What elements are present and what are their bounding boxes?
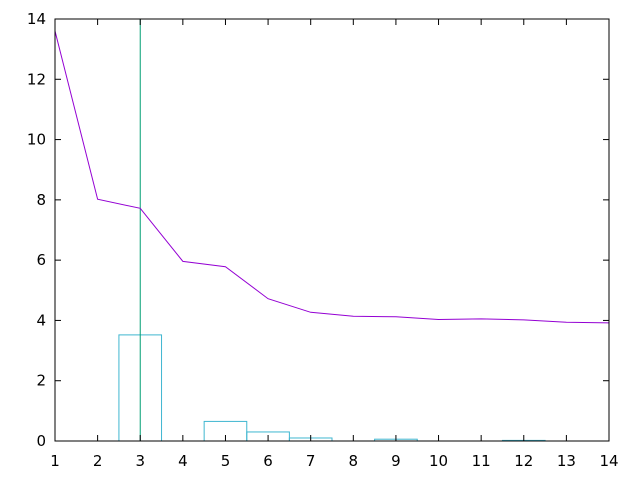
y-tick-label-6: 6 xyxy=(36,251,46,269)
series-line-0 xyxy=(54,30,610,324)
x-tick-label-11: 11 xyxy=(472,452,491,470)
x-tick-label-2: 2 xyxy=(93,452,103,470)
x-tick-label-7: 7 xyxy=(306,452,316,470)
y-tick-label-4: 4 xyxy=(36,311,46,329)
y-tick-label-12: 12 xyxy=(27,70,46,88)
lines-layer xyxy=(54,30,610,324)
x-tick-label-4: 4 xyxy=(178,452,188,470)
y-tick-label-10: 10 xyxy=(27,131,46,149)
x-tick-label-1: 1 xyxy=(50,452,60,470)
y-tick-labels: 0 2 4 6 8 10 12 14 xyxy=(27,10,46,450)
y-tick-label-14: 14 xyxy=(27,10,46,28)
x-tick-label-12: 12 xyxy=(514,452,533,470)
bars-layer xyxy=(118,334,546,442)
x-tick-label-8: 8 xyxy=(349,452,359,470)
x-tick-label-13: 13 xyxy=(557,452,576,470)
ticks-layer xyxy=(54,18,610,442)
x-tick-labels: 1 2 3 4 5 6 7 8 9 10 11 12 13 14 xyxy=(50,452,618,470)
x-tick-label-3: 3 xyxy=(135,452,145,470)
x-tick-label-14: 14 xyxy=(599,452,618,470)
x-tick-label-9: 9 xyxy=(391,452,401,470)
x-tick-label-6: 6 xyxy=(263,452,273,470)
y-tick-label-8: 8 xyxy=(36,191,46,209)
y-tick-label-0: 0 xyxy=(36,432,46,450)
y-tick-label-2: 2 xyxy=(36,372,46,390)
x-tick-label-5: 5 xyxy=(221,452,231,470)
plot-frame xyxy=(54,18,610,442)
x-tick-label-10: 10 xyxy=(429,452,448,470)
